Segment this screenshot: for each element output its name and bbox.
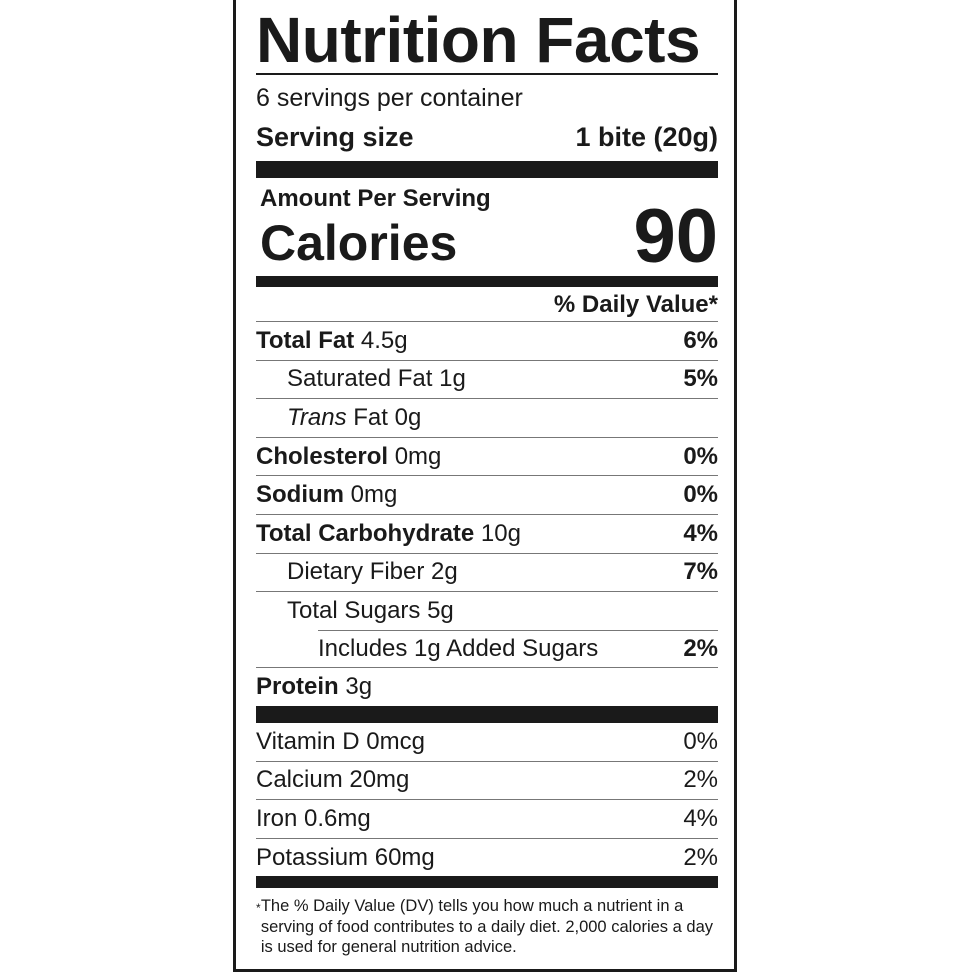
nutrient-row: Sodium 0mg 0% [256,476,718,515]
nutrient-row: Dietary Fiber 2g 7% [256,554,718,593]
nutrient-name: Total Fat [256,326,355,354]
vitamin-dv: 2% [683,766,718,794]
vitamin-dv: 0% [683,727,718,755]
servings-per-container: 6 servings per container [256,84,523,112]
vitamin-row: Calcium 20mg 2% [256,762,718,801]
nutrient-dv: 2% [683,634,718,662]
label-title: Nutrition Facts [256,4,701,76]
vitamin-amount: 0.6mg [304,804,371,832]
vitamin-name: Vitamin D [256,727,360,755]
thick-divider [256,705,718,723]
vitamin-amount: 20mg [349,766,410,794]
vitamin-row: Vitamin D 0mcg 0% [256,723,718,762]
nutrient-name: Protein [256,673,339,701]
footnote-asterisk: * [256,901,261,916]
nutrient-row: Trans Fat 0g [256,399,718,438]
nutrient-dv: 0% [683,442,718,470]
medium-divider [256,276,718,287]
nutrient-name: Dietary Fiber [287,558,425,586]
nutrient-name: Trans [287,403,347,431]
serving-size: Serving size 1 bite (20g) [256,119,718,155]
nutrient-amount: 0mg [394,442,442,470]
vitamin-row: Potassium 60mg 2% [256,839,718,877]
nutrient-name-suffix: Fat [353,403,388,431]
vitamin-row: Iron 0.6mg 4% [256,800,718,839]
vitamin-amount: 60mg [374,843,435,871]
nutrient-dv: 5% [683,365,718,393]
nutrient-name: Saturated Fat [287,365,433,393]
vitamin-name: Iron [256,804,298,832]
nutrient-name: Total Sugars [287,596,421,624]
footnote-text: The % Daily Value (DV) tells you how muc… [260,897,713,957]
nutrient-dv: 0% [683,481,718,509]
nutrient-amount: 10g [480,519,521,547]
nutrient-amount: 3g [345,673,373,701]
nutrient-amount: 4.5g [360,326,408,354]
daily-value-header: % Daily Value* [553,291,718,318]
nutrient-name: Sodium [256,481,344,509]
nutrient-row: Total Carbohydrate 10g 4% [256,515,718,554]
nutrient-amount: 2g [431,558,458,586]
nutrient-table: Total Fat 4.5g 6% Saturated Fat 1g 5% Tran… [256,321,718,958]
vitamin-dv: 4% [683,804,718,832]
vitamin-dv: 2% [683,843,718,871]
vitamin-amount: 0mcg [366,727,425,755]
divider [256,73,718,75]
thick-divider [256,161,718,178]
nutrient-dv: 6% [683,326,718,354]
serving-size-label: Serving size [256,122,414,152]
vitamin-name: Calcium [256,766,343,794]
nutrient-amount: 0g [394,403,422,431]
nutrient-row: Total Sugars 5g [256,592,718,631]
footnote: * The % Daily Value (DV) tells you how m… [256,888,718,958]
nutrient-name: Total Carbohydrate [256,519,475,547]
vitamin-name: Potassium [256,843,369,871]
nutrient-row: Total Fat 4.5g 6% [256,322,718,361]
nutrient-row: Includes 1g Added Sugars 2% [256,630,718,669]
amount-per-serving: Amount Per Serving [260,185,491,212]
nutrient-row: Cholesterol 0mg 0% [256,438,718,477]
nutrition-facts-label: Nutrition Facts 6 servings per container… [233,0,737,972]
nutrient-row: Protein 3g [256,668,718,706]
medium-divider [256,876,718,889]
serving-size-value: 1 bite (20g) [575,122,718,152]
nutrient-amount: 1g [439,365,466,393]
nutrient-dv: 4% [683,519,718,547]
calories-label: Calories [260,215,458,271]
nutrient-dv: 7% [683,558,718,586]
nutrient-row: Saturated Fat 1g 5% [256,361,718,400]
nutrient-name: Cholesterol [256,442,389,470]
nutrient-amount: 5g [427,596,454,624]
nutrient-name: Includes 1g Added Sugars [318,634,599,662]
calories-value: 90 [633,194,718,279]
nutrient-amount: 0mg [350,481,398,509]
